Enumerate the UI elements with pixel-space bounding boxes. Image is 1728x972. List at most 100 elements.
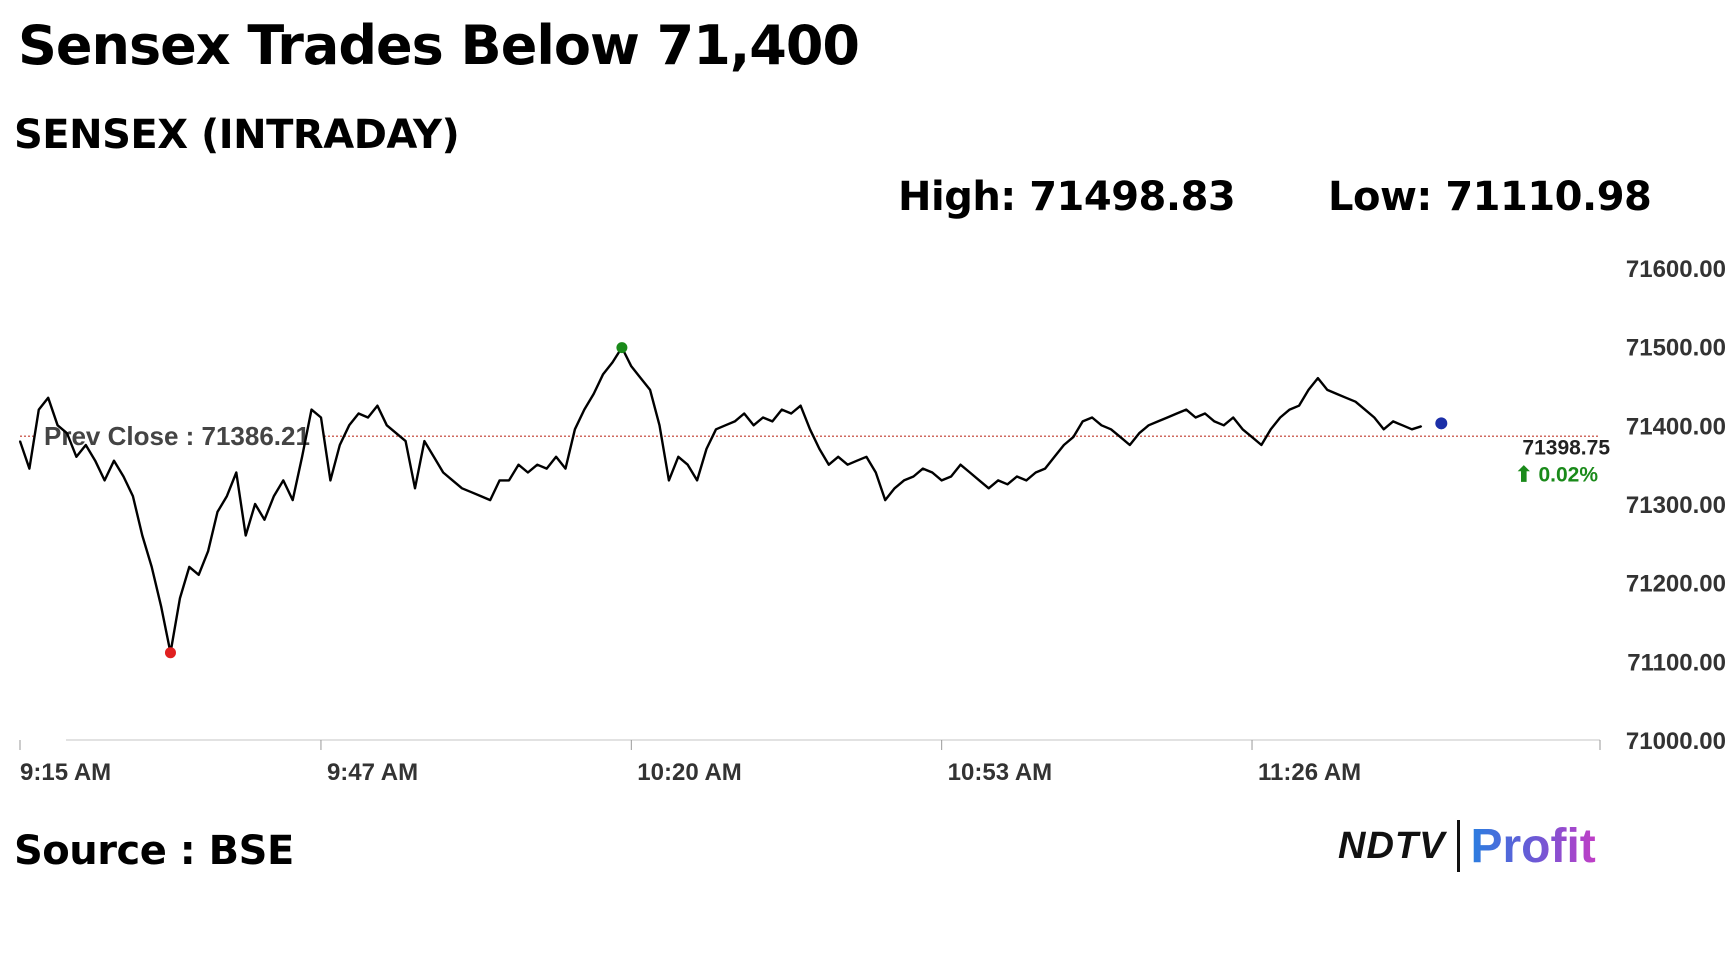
- series-point: [705, 448, 708, 450]
- series-point: [188, 566, 191, 568]
- series-point: [922, 467, 924, 470]
- series-point: [1401, 424, 1404, 427]
- series-point: [809, 428, 811, 431]
- series-point: [884, 499, 886, 501]
- series-point: [818, 448, 821, 450]
- series-point: [1016, 475, 1018, 478]
- series-point: [611, 361, 614, 364]
- last-price-label: 71398.75: [1522, 436, 1610, 459]
- series-point: [103, 479, 106, 482]
- series-point: [38, 408, 40, 411]
- series-point: [75, 456, 78, 458]
- series-point: [865, 456, 868, 458]
- series-point: [1392, 420, 1394, 423]
- series-point: [724, 424, 727, 427]
- series-point: [639, 377, 642, 379]
- x-tick-label: 10:53 AM: [948, 759, 1052, 786]
- series-point: [649, 389, 651, 391]
- series-point: [1100, 424, 1103, 427]
- series-point: [508, 479, 510, 482]
- series-point: [470, 491, 473, 494]
- series-point: [1354, 400, 1357, 403]
- series-point: [658, 424, 661, 427]
- series-point: [856, 459, 858, 462]
- series-point: [1157, 420, 1159, 423]
- series-point: [1382, 428, 1385, 431]
- series-point: [1081, 420, 1084, 423]
- series-point: [781, 408, 783, 411]
- y-tick-label: 71500.00: [1626, 335, 1726, 362]
- series-point: [56, 424, 59, 427]
- series-point: [301, 456, 303, 458]
- series-point: [1063, 444, 1065, 446]
- series-point: [630, 365, 633, 368]
- series-point: [1335, 393, 1338, 395]
- series-point: [480, 495, 482, 497]
- series-point: [47, 397, 49, 399]
- series-point: [66, 432, 68, 435]
- series-point: [141, 534, 144, 537]
- series-point: [668, 479, 670, 482]
- series-point: [1364, 408, 1366, 411]
- series-point: [959, 463, 962, 466]
- series-point: [715, 428, 717, 431]
- brand-profit: Profit: [1470, 819, 1596, 873]
- series-point: [950, 475, 952, 478]
- series-point: [752, 424, 755, 427]
- series-point: [1166, 416, 1169, 419]
- series-point: [498, 479, 501, 482]
- series-point: [1288, 408, 1291, 411]
- prev-close-label-bg: [36, 418, 322, 451]
- series-point: [1185, 408, 1187, 411]
- series-point: [846, 463, 849, 466]
- series-point: [997, 479, 999, 482]
- intraday-line-chart: 71600.00 71500.00 71400.00 71300.00 71200.00…: [18, 256, 1726, 786]
- low-marker: [164, 647, 176, 659]
- series-point: [226, 495, 228, 497]
- x-axis-labels: 9:15 AM 9:47 AM 10:20 AM 10:53 AM 11:26 AM: [19, 740, 1601, 786]
- headline: Sensex Trades Below 71,400: [18, 14, 860, 77]
- series-point: [536, 463, 539, 466]
- series-point: [1411, 428, 1413, 431]
- series-point: [207, 550, 209, 552]
- y-tick-label: 71100.00: [1627, 649, 1726, 676]
- series-point: [1204, 412, 1206, 415]
- series-point: [1213, 420, 1216, 423]
- series-point: [113, 459, 115, 462]
- series-point: [545, 467, 548, 470]
- ndtv-profit-logo: NDTV Profit: [1338, 818, 1596, 874]
- series-point: [978, 479, 981, 482]
- series-point: [799, 404, 802, 407]
- series-point: [743, 412, 745, 415]
- series-point: [837, 456, 839, 458]
- series-point: [376, 404, 379, 407]
- last-price-marker: [1435, 417, 1448, 430]
- x-tick-label: 9:15 AM: [20, 759, 111, 786]
- series-point: [1232, 416, 1234, 419]
- series-point: [367, 416, 369, 419]
- high-marker: [616, 342, 628, 354]
- series-point: [160, 605, 162, 608]
- change-percent-label: ⬆ 0.02%: [1515, 463, 1598, 486]
- series-point: [527, 471, 529, 474]
- series-point: [329, 479, 332, 482]
- series-point: [179, 597, 181, 600]
- series-point: [235, 471, 238, 474]
- series-point: [686, 463, 689, 466]
- series-point: [1072, 436, 1075, 438]
- series-point: [903, 479, 905, 482]
- series-point: [574, 428, 576, 431]
- series-point: [1251, 436, 1253, 438]
- high-stat: High: 71498.83: [898, 174, 1236, 220]
- prev-close-label: Prev Close : 71386.21: [44, 421, 310, 451]
- series-point: [291, 499, 294, 501]
- y-tick-label: 71200.00: [1626, 571, 1726, 598]
- x-tick-label: 9:47 AM: [327, 759, 418, 786]
- y-tick-label: 71000.00: [1626, 728, 1726, 755]
- series-point: [1138, 432, 1140, 435]
- series-point: [893, 487, 896, 490]
- series-point: [320, 416, 322, 419]
- series-point: [461, 487, 463, 490]
- series-point: [1241, 428, 1244, 431]
- series-point: [1345, 397, 1347, 399]
